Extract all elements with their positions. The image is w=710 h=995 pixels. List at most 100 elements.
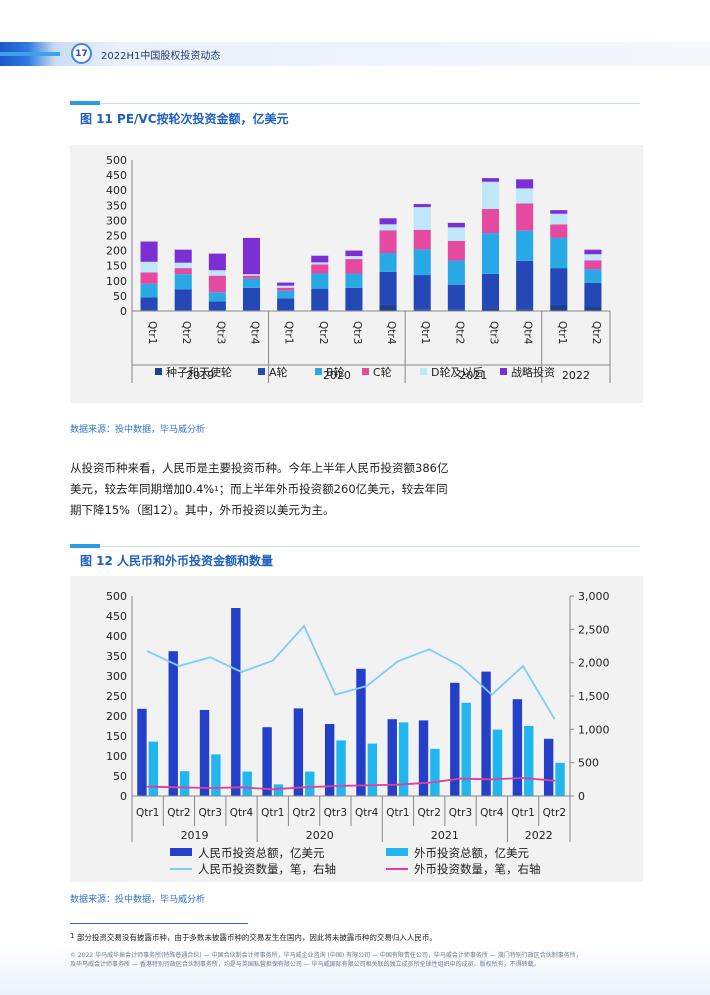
- legend-swatch: [386, 848, 408, 856]
- bar-segment: [413, 249, 431, 276]
- line-point: [522, 665, 524, 667]
- body-line-2b: ；而上半年外币投资额260亿美元，较去年同: [218, 482, 448, 496]
- y2-tick-label: 1,500: [578, 690, 610, 703]
- y-tick-label: 450: [106, 610, 127, 623]
- bar: [293, 708, 304, 796]
- y-tick-label: 150: [106, 260, 127, 273]
- year-label: 2022: [525, 829, 553, 842]
- x-tick-label: Qtr2: [292, 807, 315, 819]
- legend-label: B轮: [326, 365, 345, 379]
- bar: [336, 740, 346, 796]
- x-tick-label: Qtr2: [418, 807, 441, 819]
- x-tick-label: Qtr1: [146, 321, 158, 344]
- y-tick-label: 500: [106, 590, 127, 603]
- bar-segment: [140, 283, 158, 298]
- bar-segment: [174, 268, 192, 275]
- line-point: [334, 785, 337, 787]
- bar-segment: [140, 241, 158, 262]
- footer-band: [0, 945, 710, 995]
- x-tick-label: Qtr1: [136, 807, 159, 819]
- bar-segment: [379, 224, 397, 231]
- line-point: [428, 648, 431, 651]
- bar-segment: [311, 255, 329, 263]
- bar: [273, 784, 284, 796]
- bar-segment: [311, 264, 329, 274]
- legal-line-2: 及毕马威会计师事务所 — 香港特别行政区合伙制事务所，均是与英国私营担保有限公司…: [70, 961, 540, 968]
- bar-segment: [584, 306, 602, 311]
- series-line: [147, 777, 555, 791]
- bar-segment: [242, 287, 261, 311]
- x-tick-label: Qtr4: [480, 807, 504, 819]
- x-tick-label: Qtr3: [488, 321, 500, 344]
- bar-segment: [277, 282, 295, 286]
- bar-segment: [516, 309, 534, 311]
- line-point: [271, 659, 274, 662]
- y-tick-label: 400: [106, 184, 127, 197]
- bar-segment: [311, 273, 329, 289]
- x-tick-label: Qtr3: [449, 807, 472, 819]
- bar-segment: [447, 260, 465, 285]
- line-point: [146, 650, 149, 653]
- line-point: [553, 779, 556, 782]
- legend-swatch: [362, 368, 369, 375]
- body-line-2: 美元，较去年同期增加0.4%1；而上半年外币投资额260亿美元，较去年同: [70, 479, 490, 500]
- year-label: 2020: [306, 829, 334, 842]
- line-point: [553, 717, 556, 720]
- y-tick-label: 250: [106, 690, 127, 703]
- year-label: 2022: [562, 369, 590, 382]
- legend-swatch: [420, 368, 427, 375]
- x-tick-label: Qtr3: [324, 807, 347, 819]
- line-point: [334, 693, 337, 696]
- legend-swatch: [155, 368, 162, 375]
- legend-label: 战略投资: [511, 365, 555, 379]
- bar: [492, 729, 503, 796]
- bar: [398, 722, 409, 796]
- x-tick-label: Qtr4: [230, 807, 254, 819]
- figure11-source: 数据来源：投中数据，毕马威分析: [70, 425, 206, 435]
- x-tick-label: Qtr2: [167, 807, 190, 819]
- line-point: [303, 786, 305, 789]
- bar-segment: [140, 272, 158, 284]
- legend-swatch: [258, 368, 265, 375]
- y2-tick-label: 3,000: [578, 590, 610, 603]
- year-label: 2021: [431, 829, 459, 842]
- bar-segment: [208, 292, 226, 302]
- bar-segment: [277, 285, 295, 288]
- y-tick-label: 0: [120, 305, 127, 318]
- bar-segment: [481, 273, 500, 309]
- report-title: 2022H1中国股权投资动态: [101, 51, 221, 62]
- bar-segment: [584, 260, 602, 270]
- bar: [555, 762, 565, 796]
- body-line-1: 从投资币种来看，人民币是主要投资币种。今年上半年人民币投资额386亿: [70, 461, 449, 475]
- figure11-svg: 0 50 100 150 200 250 300 350 400 450 500 Qtr1 Qtr2 Qt…: [106, 154, 611, 383]
- y-tick-label: 100: [106, 275, 127, 288]
- x-tick-label: Qtr1: [419, 321, 431, 344]
- page-number: 17: [75, 48, 88, 59]
- x-tick-label: Qtr1: [283, 321, 295, 344]
- y2-tick-label: 500: [578, 757, 599, 770]
- y-tick-label: 250: [106, 230, 127, 243]
- figure12-svg: 0 50 100 150 200 250 300 350 400 450 500 0 500 1,000 1…: [106, 590, 610, 876]
- y2-tick-label: 2,500: [578, 623, 610, 636]
- y-tick-label: 450: [106, 169, 127, 182]
- figure12-title: 图 12 人民币和外币投资金额和数量: [80, 554, 274, 568]
- y-tick-label: 200: [106, 710, 127, 723]
- bar-segment: [550, 213, 568, 225]
- bar-segment: [242, 278, 261, 288]
- line-point: [178, 665, 180, 667]
- figure12-rule-accent: [70, 544, 100, 548]
- bar: [418, 720, 429, 796]
- legend-label: C轮: [373, 365, 392, 379]
- line-point: [240, 671, 243, 673]
- bar-segment: [413, 229, 431, 250]
- bar: [430, 748, 440, 796]
- bar-segment: [208, 253, 226, 271]
- bar-segment: [345, 250, 363, 257]
- bar-segment: [242, 275, 261, 279]
- x-tick-label: Qtr2: [590, 321, 602, 344]
- bar-segment: [550, 224, 568, 238]
- bar-segment: [140, 297, 158, 311]
- bar: [356, 668, 366, 796]
- footnote-ref[interactable]: 1: [214, 485, 219, 493]
- line-point: [365, 784, 368, 787]
